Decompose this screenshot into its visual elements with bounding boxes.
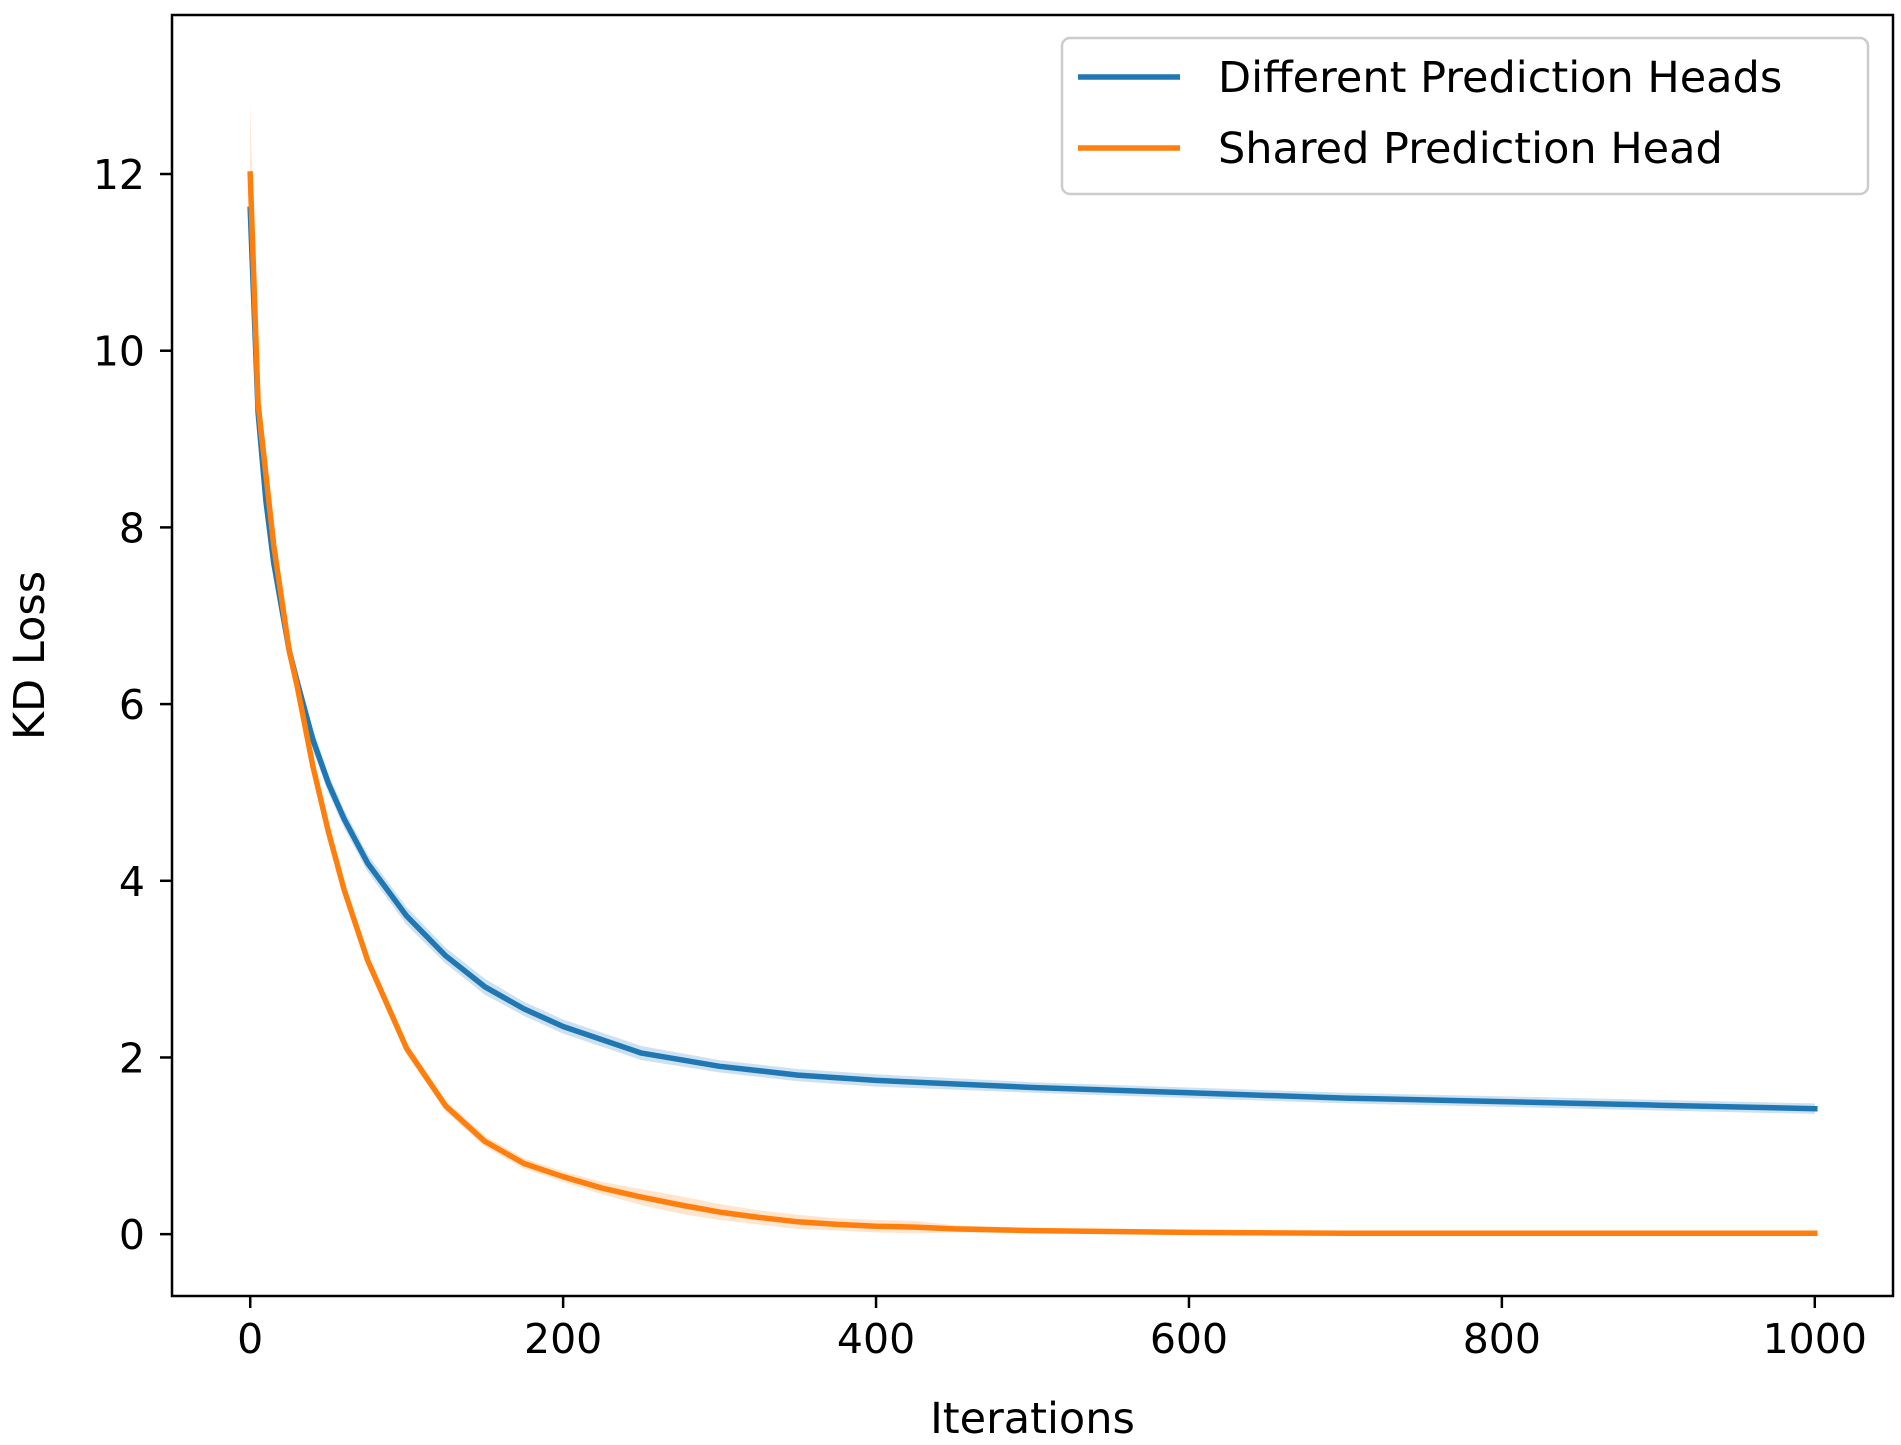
x-tick-label: 600 <box>1150 1315 1228 1363</box>
different-prediction-heads-band <box>250 191 1815 1114</box>
plot-layer <box>247 103 1818 1237</box>
y-tick-label: 12 <box>93 151 145 199</box>
y-tick-label: 6 <box>119 681 145 729</box>
plot-area <box>247 103 1818 1237</box>
axes-frame <box>170 13 1895 1298</box>
y-tick-label: 2 <box>119 1034 145 1082</box>
legend: Different Prediction Heads Shared Predict… <box>1060 36 1870 196</box>
y-tick-label: 10 <box>93 328 145 376</box>
legend-label-different-prediction-heads: Different Prediction Heads <box>1218 53 1782 103</box>
x-axis-ticks: 0 200 400 600 800 1000 <box>237 1296 1867 1363</box>
y-axis-label: KD Loss <box>5 571 55 740</box>
legend-box <box>1060 36 1870 196</box>
different-prediction-heads-line <box>247 206 1818 1112</box>
x-tick-label: 800 <box>1463 1315 1541 1363</box>
y-tick-label: 4 <box>119 858 145 906</box>
shared-prediction-head-line <box>247 171 1818 1237</box>
x-tick-label: 400 <box>837 1315 915 1363</box>
y-tick-label: 8 <box>119 504 145 552</box>
shared-prediction-head-band <box>250 103 1815 1235</box>
legend-label-shared-prediction-head: Shared Prediction Head <box>1218 124 1723 174</box>
y-axis-ticks: 0 2 4 6 8 10 12 <box>93 151 172 1259</box>
x-axis-label: Iterations <box>930 1394 1135 1444</box>
x-tick-label: 0 <box>237 1315 263 1363</box>
x-tick-label: 1000 <box>1763 1315 1867 1363</box>
x-tick-label: 200 <box>524 1315 602 1363</box>
y-tick-label: 0 <box>119 1211 145 1259</box>
